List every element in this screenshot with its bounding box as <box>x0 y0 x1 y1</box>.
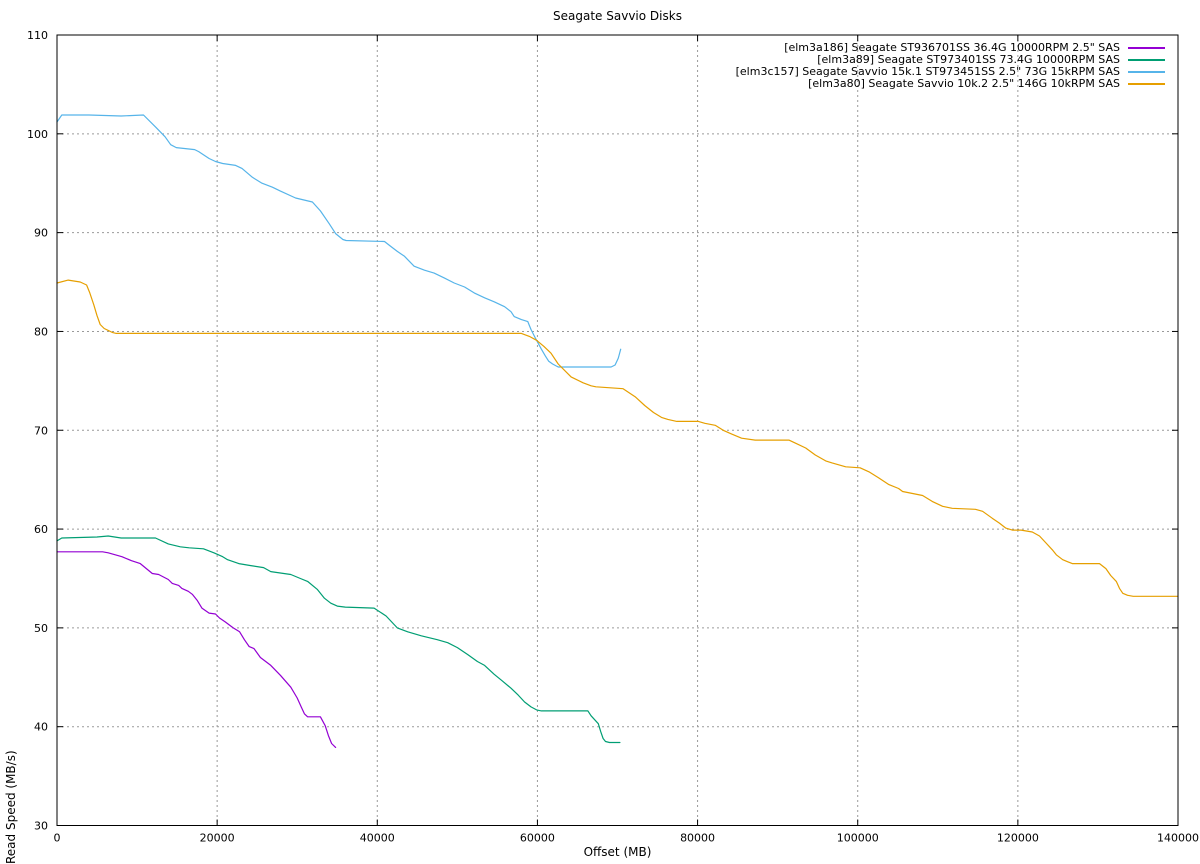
series-line-2 <box>56 114 622 368</box>
series-line-1 <box>56 535 621 744</box>
legend-label: [elm3a89] Seagate ST973401SS 73.4G 10000… <box>817 53 1120 66</box>
legend-line-sample <box>1128 59 1165 61</box>
svg-text:70: 70 <box>34 424 48 437</box>
legend-line-sample <box>1128 71 1165 73</box>
svg-text:0: 0 <box>54 832 61 845</box>
svg-text:80000: 80000 <box>680 832 715 845</box>
chart-title: Seagate Savvio Disks <box>553 9 682 23</box>
legend-entry: [elm3a186] Seagate ST936701SS 36.4G 1000… <box>736 42 1165 54</box>
legend: [elm3a186] Seagate ST936701SS 36.4G 1000… <box>736 42 1165 90</box>
svg-text:110: 110 <box>27 29 48 42</box>
y-axis-label: Read Speed (MB/s) <box>4 750 18 864</box>
axis-tick-labels: 0 20000 40000 60000 80000 100000 120000 140000 3… <box>27 29 1199 845</box>
legend-entry: [elm3a89] Seagate ST973401SS 73.4G 10000… <box>736 54 1165 66</box>
series-line-0 <box>56 551 337 749</box>
legend-label: [elm3a186] Seagate ST936701SS 36.4G 1000… <box>784 41 1120 54</box>
series-lines <box>56 114 1179 749</box>
svg-text:100000: 100000 <box>837 832 879 845</box>
legend-label: [elm3a80] Seagate Savvio 10k.2 2.5" 146G… <box>808 77 1120 90</box>
legend-line-sample <box>1128 47 1165 49</box>
x-axis-label: Offset (MB) <box>583 845 652 859</box>
legend-line-sample <box>1128 83 1165 85</box>
svg-text:20000: 20000 <box>200 832 235 845</box>
series-line-3 <box>56 279 1179 597</box>
svg-text:90: 90 <box>34 227 48 240</box>
axis-ticks <box>56 34 1179 826</box>
legend-label: [elm3c157] Seagate Savvio 15k.1 ST973451… <box>735 65 1120 78</box>
svg-text:140000: 140000 <box>1157 832 1199 845</box>
svg-text:100: 100 <box>27 128 48 141</box>
svg-text:60000: 60000 <box>520 832 555 845</box>
svg-text:60: 60 <box>34 523 48 536</box>
svg-text:120000: 120000 <box>997 832 1039 845</box>
svg-text:40: 40 <box>34 721 48 734</box>
legend-entry: [elm3c157] Seagate Savvio 15k.1 ST973451… <box>736 66 1165 78</box>
legend-entry: [elm3a80] Seagate Savvio 10k.2 2.5" 146G… <box>736 78 1165 90</box>
svg-text:30: 30 <box>34 820 48 833</box>
svg-text:80: 80 <box>34 325 48 338</box>
gridlines <box>57 35 1178 826</box>
svg-text:50: 50 <box>34 622 48 635</box>
svg-text:40000: 40000 <box>360 832 395 845</box>
